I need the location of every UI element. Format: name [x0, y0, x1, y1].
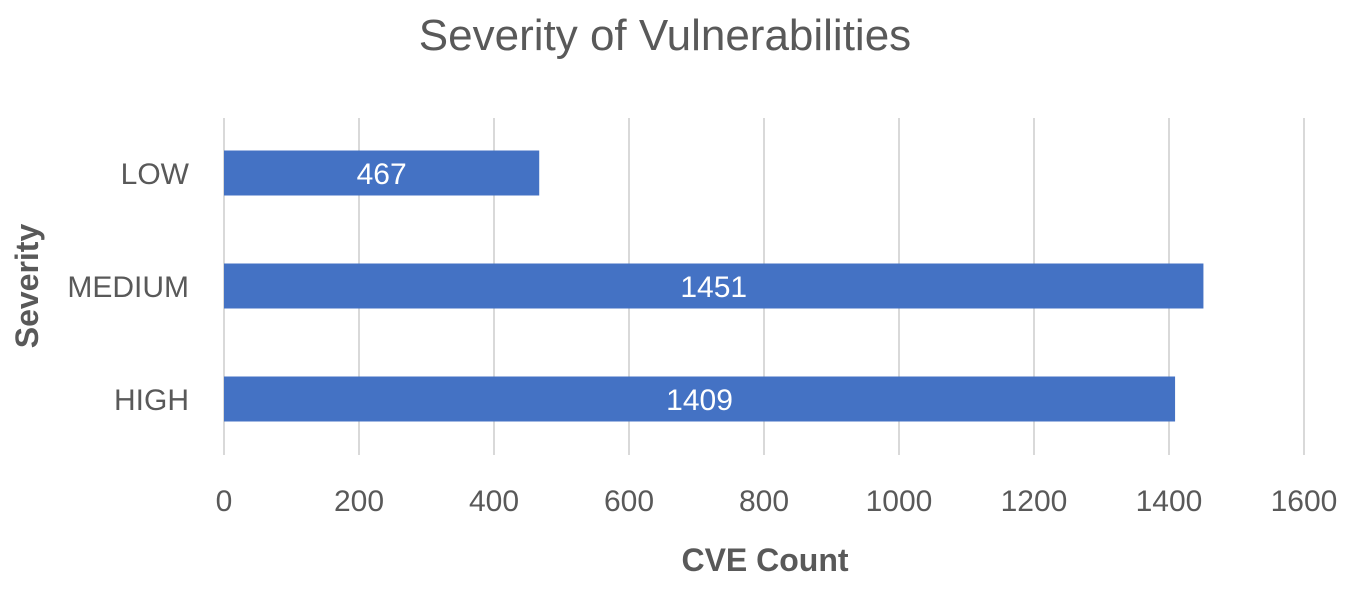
- bar-low: [224, 150, 540, 196]
- bar-medium: [224, 263, 1204, 309]
- y-axis-title: Severity: [9, 224, 45, 349]
- data-label-low: 467: [357, 158, 407, 191]
- x-tick-label: 0: [216, 485, 233, 518]
- value-axis-labels: 0 200 400 600 800 1000 1200 1400 1600: [216, 485, 1338, 518]
- chart-title: Severity of Vulnerabilities: [419, 11, 911, 60]
- bar-high: [224, 376, 1176, 422]
- x-tick-label: 400: [469, 485, 519, 518]
- data-label-medium: 1451: [680, 271, 747, 304]
- x-tick-label: 200: [334, 485, 384, 518]
- category-axis-labels: LOW MEDIUM HIGH: [67, 158, 189, 417]
- x-tick-label: 1000: [866, 485, 933, 518]
- x-tick-label: 600: [604, 485, 654, 518]
- x-tick-label: 1400: [1136, 485, 1203, 518]
- category-label-high: HIGH: [114, 384, 189, 417]
- x-axis-title: CVE Count: [681, 542, 848, 578]
- category-label-medium: MEDIUM: [67, 271, 189, 304]
- category-label-low: LOW: [121, 158, 190, 191]
- x-tick-label: 800: [739, 485, 789, 518]
- data-label-high: 1409: [666, 384, 733, 417]
- x-tick-label: 1200: [1001, 485, 1068, 518]
- x-tick-label: 1600: [1271, 485, 1338, 518]
- bars: 467 1451 1409: [224, 150, 1204, 422]
